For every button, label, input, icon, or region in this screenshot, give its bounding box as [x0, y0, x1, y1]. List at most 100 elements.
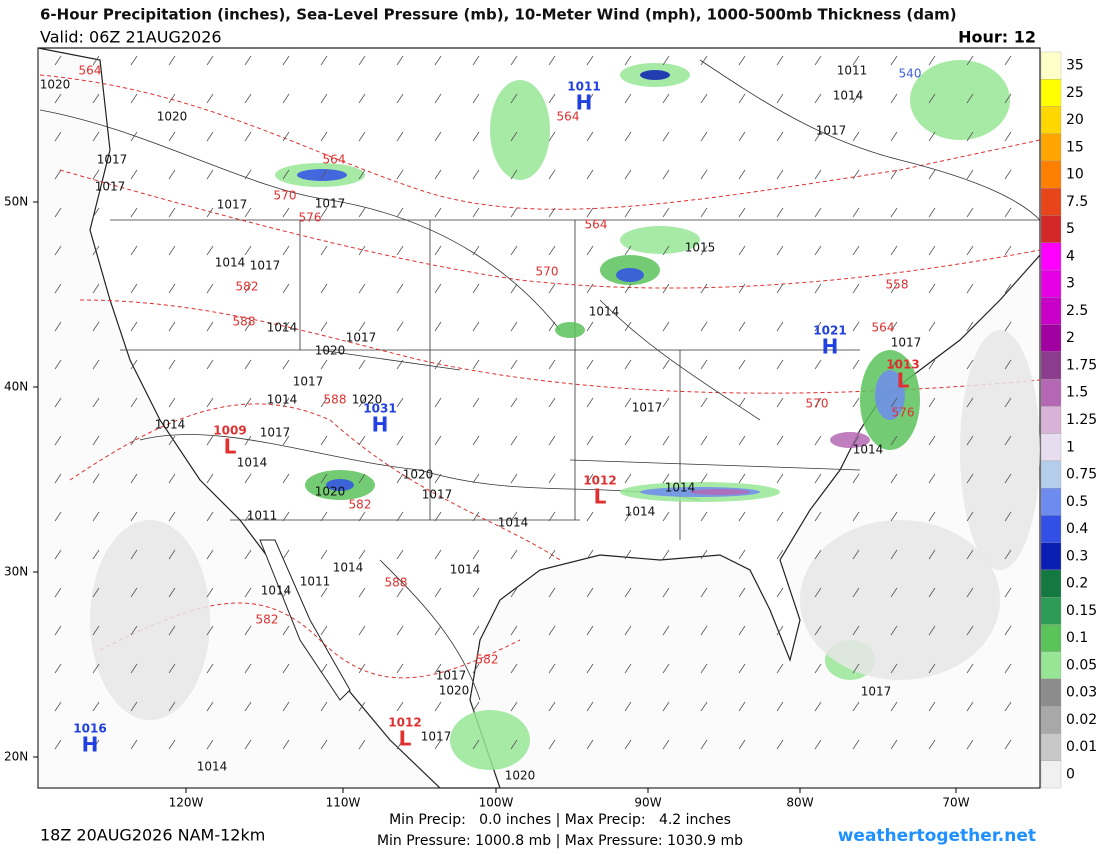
wind-barb [130, 587, 138, 598]
wind-barb [434, 93, 442, 104]
pressure-label: 1017 [293, 375, 324, 389]
wind-barb [320, 55, 328, 66]
wind-barb [548, 663, 556, 674]
wind-barb [548, 245, 556, 256]
wind-barbs [54, 55, 1012, 750]
wind-barb [548, 207, 556, 218]
wind-barb [282, 739, 290, 750]
isobars [39, 59, 1041, 701]
wind-barb [776, 663, 784, 674]
wind-barb [358, 701, 366, 712]
wind-barb [852, 207, 860, 218]
thickness-label: 558 [886, 278, 909, 292]
wind-barb [206, 625, 214, 636]
wind-barb [814, 131, 822, 142]
wind-barb [624, 169, 632, 180]
wind-barb [282, 169, 290, 180]
wind-barb [510, 473, 518, 484]
map-area [37, 47, 1041, 789]
wind-barb [1004, 131, 1012, 142]
wind-barb [92, 169, 100, 180]
center-pressure: 1016 [73, 722, 106, 736]
wind-barb [358, 397, 366, 408]
wind-barb [928, 663, 936, 674]
wind-barb [814, 359, 822, 370]
pressure-label: 1011 [300, 575, 331, 589]
wind-barb [1004, 663, 1012, 674]
wind-barb [776, 435, 784, 446]
wind-barb [890, 701, 898, 712]
wind-barb [700, 587, 708, 598]
wind-barb [396, 701, 404, 712]
wind-barb [206, 207, 214, 218]
wind-barb [776, 397, 784, 408]
wind-barb [358, 321, 366, 332]
wind-barb [358, 473, 366, 484]
wind-barb [1004, 511, 1012, 522]
wind-barb [54, 473, 62, 484]
wind-barb [966, 169, 974, 180]
colorbar-swatch [1040, 378, 1062, 407]
pressure-label: 1014 [498, 516, 529, 530]
pressure-label: 1014 [450, 563, 481, 577]
wind-barb [1004, 549, 1012, 560]
site-link[interactable]: weathertogether.net [838, 826, 1036, 846]
wind-barb [54, 55, 62, 66]
wind-barb [624, 359, 632, 370]
wind-barb [1004, 701, 1012, 712]
wind-barb [396, 245, 404, 256]
wind-barb [890, 131, 898, 142]
wind-barb [852, 359, 860, 370]
colorbar-label: 0.15 [1066, 603, 1097, 619]
wind-barb [852, 625, 860, 636]
wind-barb [320, 321, 328, 332]
wind-barb [396, 55, 404, 66]
wind-barb [966, 511, 974, 522]
wind-barb [472, 473, 480, 484]
pressure-label: 1020 [352, 393, 383, 407]
wind-barb [54, 435, 62, 446]
wind-barb [244, 739, 252, 750]
wind-barb [814, 435, 822, 446]
wind-barb [206, 435, 214, 446]
lat-label: 30N [4, 565, 28, 579]
wind-barb [434, 511, 442, 522]
wind-barb [548, 587, 556, 598]
wind-barb [244, 625, 252, 636]
wind-barb [320, 587, 328, 598]
wind-barb [1004, 359, 1012, 370]
pressure-label: 1017 [260, 426, 291, 440]
wind-barb [586, 131, 594, 142]
wind-barb [738, 55, 746, 66]
wind-barb [130, 207, 138, 218]
wind-barb [662, 587, 670, 598]
wind-barb [92, 207, 100, 218]
wind-barb [1004, 321, 1012, 332]
wind-barb [206, 663, 214, 674]
wind-barb [548, 169, 556, 180]
wind-barb [586, 587, 594, 598]
wind-barb [92, 625, 100, 636]
wind-barb [1004, 245, 1012, 256]
thickness-contours [39, 74, 1041, 679]
colorbar-label: 0.3 [1066, 548, 1088, 564]
wind-barb [396, 739, 404, 750]
wind-barb [814, 207, 822, 218]
wind-barb [852, 549, 860, 560]
center-pressure: 1021 [813, 324, 846, 338]
wind-barb [814, 245, 822, 256]
colorbar-swatch [1040, 79, 1062, 107]
lon-label: 70W [942, 796, 969, 810]
wind-barb [510, 359, 518, 370]
wind-barb [548, 435, 556, 446]
wind-barb [206, 739, 214, 750]
pressure-label: 1017 [95, 180, 126, 194]
wind-barb [282, 473, 290, 484]
wind-barb [852, 55, 860, 66]
wind-barb [282, 435, 290, 446]
thickness-label: 540 [899, 67, 922, 81]
wind-barb [624, 473, 632, 484]
wind-barb [282, 397, 290, 408]
colorbar-swatch [1040, 269, 1062, 298]
wind-barb [814, 663, 822, 674]
